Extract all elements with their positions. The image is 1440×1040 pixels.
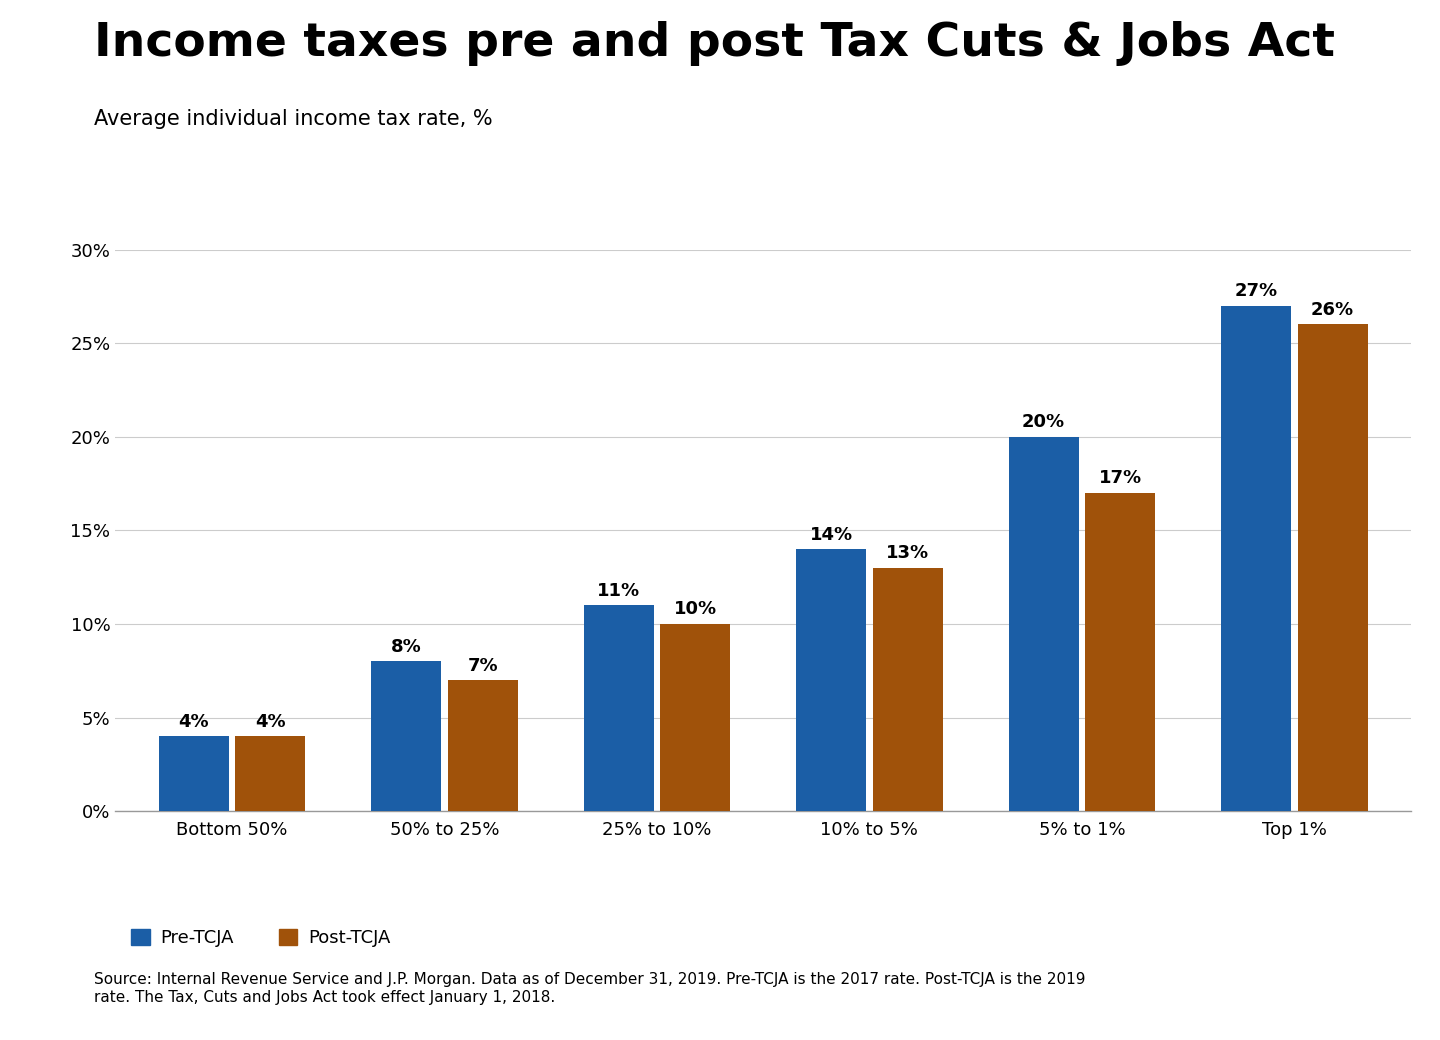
Bar xyxy=(660,624,730,811)
Bar xyxy=(372,661,441,811)
Text: 11%: 11% xyxy=(598,581,641,600)
Bar xyxy=(1297,324,1368,811)
Text: 4%: 4% xyxy=(179,712,209,731)
Bar xyxy=(873,568,943,811)
Text: 7%: 7% xyxy=(468,656,498,675)
Text: 8%: 8% xyxy=(390,638,422,656)
Text: 17%: 17% xyxy=(1099,469,1142,488)
Text: 14%: 14% xyxy=(809,525,852,544)
Bar xyxy=(158,736,229,811)
Text: 4%: 4% xyxy=(255,712,285,731)
Text: 26%: 26% xyxy=(1310,301,1354,319)
Text: Source: Internal Revenue Service and J.P. Morgan. Data as of December 31, 2019. : Source: Internal Revenue Service and J.P… xyxy=(94,972,1086,1005)
Legend: Pre-TCJA, Post-TCJA: Pre-TCJA, Post-TCJA xyxy=(124,921,397,954)
Text: Average individual income tax rate, %: Average individual income tax rate, % xyxy=(94,109,492,129)
Bar xyxy=(235,736,305,811)
Bar xyxy=(1086,493,1155,811)
Text: 27%: 27% xyxy=(1234,282,1277,301)
Bar xyxy=(448,680,518,811)
Bar xyxy=(796,549,867,811)
Bar xyxy=(583,605,654,811)
Text: 10%: 10% xyxy=(674,600,717,619)
Text: Income taxes pre and post Tax Cuts & Jobs Act: Income taxes pre and post Tax Cuts & Job… xyxy=(94,21,1335,66)
Bar xyxy=(1221,306,1292,811)
Text: 13%: 13% xyxy=(886,544,929,563)
Text: 20%: 20% xyxy=(1022,413,1066,432)
Bar xyxy=(1008,437,1079,811)
